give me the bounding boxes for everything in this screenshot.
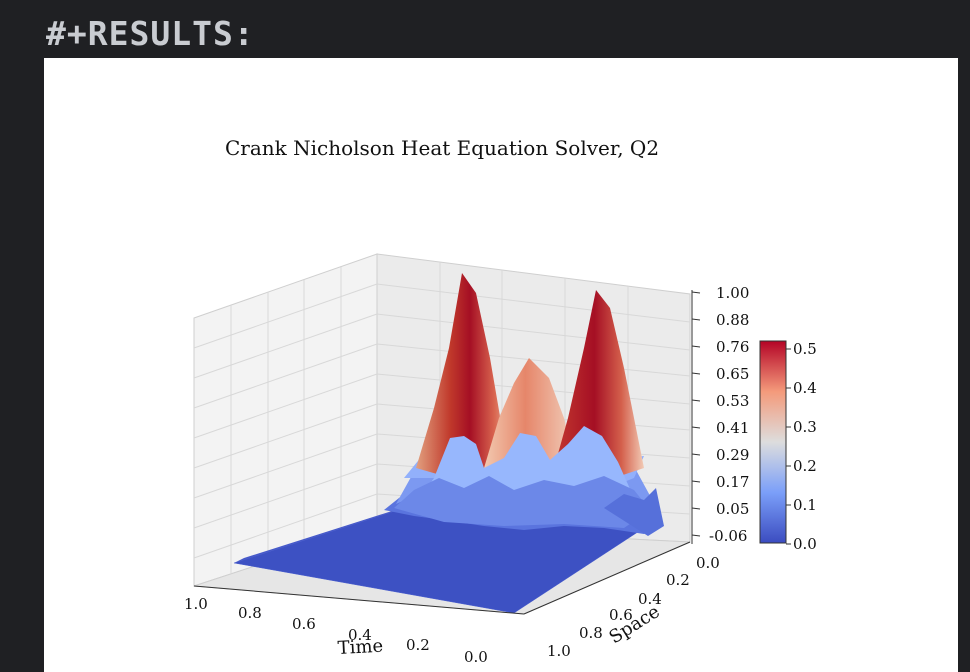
x-tick-label-1: 0.8 <box>238 604 262 622</box>
colorbar-tick-labels: 0.5 0.4 0.3 0.2 0.1 0.0 <box>793 340 817 553</box>
x-tick-labels: 1.0 0.8 0.6 0.4 0.2 0.0 <box>184 595 488 666</box>
chart-svg: Crank Nicholson Heat Equation Solver, Q2 <box>184 136 817 666</box>
y-tick-label-0: 0.0 <box>696 554 720 572</box>
x-axis-line <box>193 585 525 615</box>
z-tick-label-0: 1.00 <box>716 284 749 302</box>
z-tick-label-2: 0.76 <box>716 338 749 356</box>
y-tick-labels: 0.0 0.2 0.4 0.6 0.8 1.0 <box>547 554 720 660</box>
x-tick-label-4: 0.2 <box>406 636 430 654</box>
colorbar-tick-label-4: 0.1 <box>793 496 817 514</box>
x-tick-label-3: 0.4 <box>348 626 372 644</box>
y-tick-label-2: 0.4 <box>638 590 662 608</box>
y-tick-label-5: 1.0 <box>547 642 571 660</box>
colorbar-tick-label-2: 0.3 <box>793 418 817 436</box>
z-tick-label-3: 0.65 <box>716 365 749 383</box>
colorbar-tick-label-3: 0.2 <box>793 457 817 475</box>
x-tick-label-2: 0.6 <box>292 615 316 633</box>
z-tick-label-8: 0.05 <box>716 500 749 518</box>
colorbar <box>759 340 787 544</box>
chart-title: Crank Nicholson Heat Equation Solver, Q2 <box>225 136 659 160</box>
x-tick-label-0: 1.0 <box>184 595 208 613</box>
z-tick-label-5: 0.41 <box>716 419 749 437</box>
z-tick-label-6: 0.29 <box>716 446 749 464</box>
results-label: #+RESULTS: <box>46 14 255 53</box>
z-tick-labels: 1.00 0.88 0.76 0.65 0.53 0.41 0.29 0.17 … <box>709 284 749 545</box>
y-tick-label-3: 0.6 <box>609 606 633 624</box>
colorbar-tick-label-0: 0.5 <box>793 340 817 358</box>
x-tick-label-5: 0.0 <box>464 648 488 666</box>
z-tick-label-1: 0.88 <box>716 311 749 329</box>
colorbar-tick-label-1: 0.4 <box>793 379 817 397</box>
chart-figure: Crank Nicholson Heat Equation Solver, Q2 <box>44 58 958 672</box>
x-axis-label: Time <box>337 636 384 659</box>
surface-plot <box>233 273 664 614</box>
colorbar-ticks <box>786 348 791 545</box>
z-tick-label-4: 0.53 <box>716 392 749 410</box>
z-tick-label-9: -0.06 <box>709 527 747 545</box>
z-axis-ticks <box>691 290 701 544</box>
y-axis-line <box>523 541 691 615</box>
colorbar-tick-label-5: 0.0 <box>793 535 817 553</box>
y-tick-label-4: 0.8 <box>579 624 603 642</box>
y-tick-label-1: 0.2 <box>666 571 690 589</box>
z-tick-label-7: 0.17 <box>716 473 749 491</box>
